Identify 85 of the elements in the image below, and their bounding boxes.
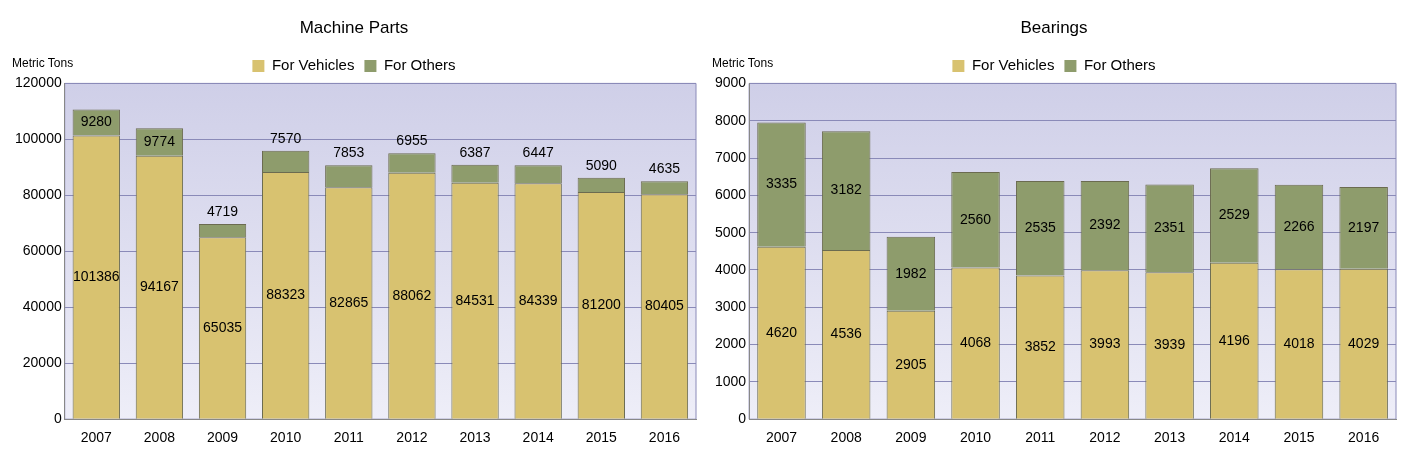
data-label: 2351: [1154, 219, 1186, 236]
y-tick-label: 9000: [714, 74, 747, 91]
data-label: 2535: [1024, 219, 1057, 236]
legend-label: For Vehicles: [971, 56, 1055, 74]
x-tick-label: 2010: [959, 429, 992, 446]
data-label: 2266: [1283, 217, 1315, 234]
y-tick-label: 5000: [714, 223, 747, 240]
data-label: 4196: [1218, 331, 1251, 348]
data-label: 2529: [1218, 206, 1251, 223]
data-label: 9774: [143, 132, 176, 149]
x-tick-label: 2008: [830, 429, 862, 446]
data-label: 101386: [72, 267, 120, 284]
data-label: 5090: [585, 156, 618, 173]
x-tick-label: 2012: [396, 429, 428, 446]
y-axis-title: Metric Tons: [12, 55, 74, 70]
x-tick-label: 2014: [1218, 429, 1251, 446]
x-tick-label: 2007: [765, 429, 798, 446]
x-tick-label: 2016: [648, 429, 681, 446]
data-label: 2905: [895, 355, 927, 372]
data-label: 4536: [830, 325, 862, 342]
x-tick-label: 2013: [1154, 429, 1186, 446]
data-label: 7570: [270, 129, 302, 146]
data-label: 3182: [830, 181, 862, 198]
chart-title: Machine Parts: [299, 17, 409, 37]
x-tick-label: 2014: [522, 429, 554, 446]
y-tick-label: 0: [738, 410, 747, 427]
data-label: 3335: [765, 175, 798, 192]
data-label: 4635: [648, 160, 681, 177]
y-tick-label: 8000: [714, 111, 747, 128]
x-tick-label: 2011: [333, 429, 365, 446]
data-label: 88323: [266, 286, 306, 303]
data-label: 94167: [139, 278, 180, 295]
chart-title: Bearings: [1020, 17, 1088, 37]
x-tick-label: 2011: [1025, 429, 1056, 446]
x-tick-label: 2007: [80, 429, 113, 446]
data-label: 4029: [1348, 334, 1380, 351]
x-tick-label: 2013: [459, 429, 491, 446]
y-tick-label: 6000: [714, 186, 747, 203]
data-label: 3993: [1089, 335, 1121, 352]
y-tick-label: 80000: [22, 186, 62, 203]
data-label: 2560: [959, 210, 992, 227]
data-label: 2392: [1089, 216, 1121, 233]
y-axis-title: Metric Tons: [712, 55, 774, 70]
y-tick-label: 2000: [714, 335, 747, 352]
x-tick-label: 2016: [1348, 429, 1380, 446]
legend-label: For Others: [383, 56, 456, 74]
y-tick-label: 1000: [714, 372, 747, 389]
x-tick-label: 2009: [206, 429, 239, 446]
y-tick-label: 40000: [22, 298, 62, 315]
data-label: 84531: [455, 291, 495, 308]
data-label: 3939: [1154, 336, 1186, 353]
data-label: 4068: [959, 333, 992, 350]
data-label: 6955: [396, 132, 428, 149]
data-label: 82865: [329, 293, 369, 310]
data-label: 7853: [333, 144, 365, 161]
y-tick-label: 7000: [714, 148, 747, 165]
x-tick-label: 2008: [143, 429, 176, 446]
y-tick-label: 0: [53, 410, 62, 427]
y-tick-label: 20000: [22, 354, 62, 371]
data-label: 6447: [522, 144, 554, 161]
data-label: 88062: [392, 286, 432, 303]
data-label: 4018: [1283, 334, 1315, 351]
data-label: 1982: [895, 264, 927, 281]
x-tick-label: 2015: [585, 429, 618, 446]
x-tick-label: 2012: [1089, 429, 1121, 446]
data-label: 84339: [518, 291, 558, 308]
legend-label: For Others: [1083, 56, 1156, 74]
y-tick-label: 120000: [15, 74, 62, 91]
legend-label: For Vehicles: [271, 56, 355, 74]
data-label: 4620: [765, 323, 798, 340]
x-tick-label: 2010: [270, 429, 302, 446]
data-label: 81200: [581, 296, 621, 313]
y-tick-label: 60000: [22, 242, 62, 259]
data-label: 80405: [644, 297, 685, 314]
data-label: 6387: [459, 143, 491, 160]
y-tick-label: 3000: [714, 298, 747, 315]
data-label: 9280: [80, 113, 113, 130]
data-label: 4719: [206, 202, 239, 219]
y-tick-label: 4000: [714, 260, 747, 277]
x-tick-label: 2015: [1283, 429, 1315, 446]
x-tick-label: 2009: [895, 429, 927, 446]
data-label: 3852: [1024, 337, 1057, 354]
data-label: 2197: [1348, 218, 1380, 235]
y-tick-label: 100000: [15, 130, 62, 147]
data-label: 65035: [203, 318, 243, 335]
